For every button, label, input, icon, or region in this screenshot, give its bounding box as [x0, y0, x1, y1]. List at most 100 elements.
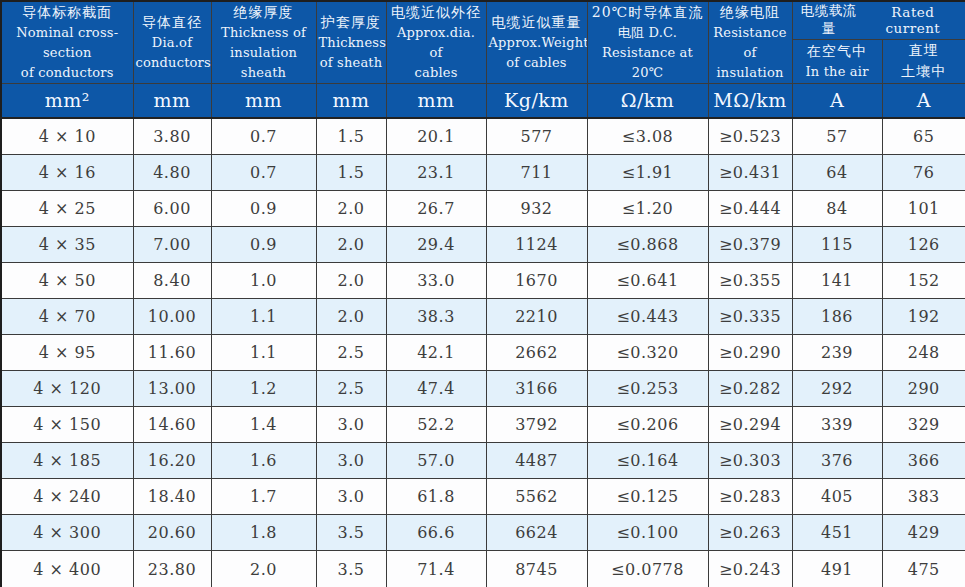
col-header-nominal-cross-section: 导体标称截面 Nominal cross-section of conducto…	[1, 1, 133, 84]
cell: 8745	[486, 551, 587, 587]
header-zh: 导体标称截面	[4, 2, 131, 23]
header-zh: 电缆近似外径	[389, 2, 484, 23]
cell: 20.60	[133, 515, 211, 551]
cell: 4 × 50	[1, 263, 133, 299]
cell: 3166	[486, 371, 587, 407]
cell: 0.7	[211, 118, 316, 155]
cable-spec-table: 导体标称截面 Nominal cross-section of conducto…	[0, 0, 965, 587]
cell: 20.1	[386, 118, 486, 155]
table-row: 4 × 508.401.02.033.01670≤0.641≥0.3551411…	[1, 263, 965, 299]
cell: 23.1	[386, 154, 486, 190]
cell: 42.1	[386, 335, 486, 371]
cell: 248	[882, 335, 965, 371]
cell: 6624	[486, 515, 587, 551]
cell: 1.2	[211, 371, 316, 407]
cell: 4 × 400	[1, 551, 133, 587]
cell: 711	[486, 154, 587, 190]
col-header-sheath-thickness: 护套厚度 Thickness of sheath	[316, 1, 386, 84]
header-en: cables	[389, 63, 484, 83]
cell: 1.8	[211, 515, 316, 551]
cell: 57	[792, 118, 882, 155]
cell: 5562	[486, 479, 587, 515]
cell: 2.0	[316, 263, 386, 299]
table-row: 4 × 30020.601.83.566.66624≤0.100≥0.26345…	[1, 515, 965, 551]
cell: 38.3	[386, 299, 486, 335]
table-row: 4 × 12013.001.22.547.43166≤0.253≥0.28229…	[1, 371, 965, 407]
cell: 290	[882, 371, 965, 407]
unit-cell: mm	[316, 84, 386, 118]
cell: 339	[792, 407, 882, 443]
cell: 13.00	[133, 371, 211, 407]
header-en: Approx.dia. of	[389, 23, 484, 63]
col-header-in-air: 在空气中 In the air	[792, 39, 882, 83]
cell: 186	[792, 299, 882, 335]
cell: 0.9	[211, 191, 316, 227]
cell: ≤0.0778	[587, 551, 708, 587]
cell: 2662	[486, 335, 587, 371]
header-en: of sheath	[319, 53, 384, 73]
table-row: 4 × 103.800.71.520.1577≤3.08≥0.5235765	[1, 118, 965, 155]
header-zh: 导体直径	[136, 12, 209, 33]
unit-cell: mm	[211, 84, 316, 118]
header-en: of conductors	[4, 63, 131, 83]
unit-cell: mm	[386, 84, 486, 118]
header-row-units: mm² mm mm mm mm Kg/km Ω/km MΩ/km A A	[1, 84, 965, 118]
cell: 2.0	[316, 299, 386, 335]
cell: ≤0.253	[587, 371, 708, 407]
cell: 152	[882, 263, 965, 299]
cell: 3792	[486, 407, 587, 443]
header-en: In the air	[795, 62, 880, 82]
cell: 61.8	[386, 479, 486, 515]
header-zh: 绝缘电阻	[711, 2, 790, 23]
cell: 84	[792, 191, 882, 227]
cell: 1.5	[316, 118, 386, 155]
header-en: Rated current	[863, 4, 963, 36]
cell: 475	[882, 551, 965, 587]
cell: 11.60	[133, 335, 211, 371]
cell: 66.6	[386, 515, 486, 551]
cell: 3.5	[316, 515, 386, 551]
cell: 4 × 150	[1, 407, 133, 443]
cell: 366	[882, 443, 965, 479]
cell: ≤0.320	[587, 335, 708, 371]
header-zh: 直埋	[885, 40, 964, 61]
col-header-rated-current: 电缆载流量 Rated current	[792, 1, 965, 39]
cell: 3.0	[316, 407, 386, 443]
cell: 1.0	[211, 263, 316, 299]
cell: ≥0.294	[708, 407, 792, 443]
cell: 4 × 10	[1, 118, 133, 155]
unit-cell: A	[882, 84, 965, 118]
cell: 8.40	[133, 263, 211, 299]
col-header-dc-resistance: 20℃时导体直流 电阻 D.C. Resistance at 20℃	[587, 1, 708, 84]
header-en: Resistance at 20℃	[590, 43, 706, 83]
header-en: 电阻 D.C.	[590, 23, 706, 43]
header-en: Nominal cross-section	[4, 23, 131, 63]
cell: 4 × 70	[1, 299, 133, 335]
cell: 64	[792, 154, 882, 190]
cell: ≤1.20	[587, 191, 708, 227]
cell: 405	[792, 479, 882, 515]
cell: 2.0	[211, 551, 316, 587]
cell: 1.5	[316, 154, 386, 190]
cell: 932	[486, 191, 587, 227]
header-zh: 电缆近似重量	[489, 12, 585, 33]
unit-cell: Kg/km	[486, 84, 587, 118]
cell: 115	[792, 227, 882, 263]
cell: 101	[882, 191, 965, 227]
cell: 6.00	[133, 191, 211, 227]
cell: 1.7	[211, 479, 316, 515]
cell: ≤0.164	[587, 443, 708, 479]
cell: 23.80	[133, 551, 211, 587]
cell: 10.00	[133, 299, 211, 335]
cell: 2.0	[316, 191, 386, 227]
cell: 29.4	[386, 227, 486, 263]
cell: 1124	[486, 227, 587, 263]
col-header-buried-soil: 直埋 土壤中	[882, 39, 965, 83]
cell: 4 × 16	[1, 154, 133, 190]
cell: 3.80	[133, 118, 211, 155]
cell: 33.0	[386, 263, 486, 299]
cell: 14.60	[133, 407, 211, 443]
table-row: 4 × 9511.601.12.542.12662≤0.320≥0.290239…	[1, 335, 965, 371]
cell: ≥0.444	[708, 191, 792, 227]
cell: ≤3.08	[587, 118, 708, 155]
